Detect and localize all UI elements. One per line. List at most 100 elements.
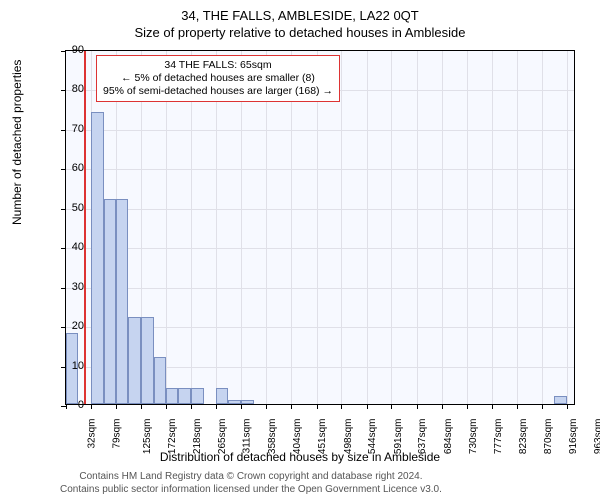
x-tick-label: 870sqm (543, 419, 554, 455)
callout-line1: 34 THE FALLS: 65sqm (103, 59, 333, 72)
footer-line2: Contains public sector information licen… (60, 484, 442, 497)
gridline-v (417, 51, 418, 404)
x-tick-label: 125sqm (142, 419, 153, 455)
gridline-v (341, 51, 342, 404)
gridline-v (492, 51, 493, 404)
page-title: 34, THE FALLS, AMBLESIDE, LA22 0QT (0, 0, 600, 23)
x-tick-label: 79sqm (112, 419, 123, 449)
x-tick-label: 544sqm (368, 419, 379, 455)
x-tick (391, 404, 392, 409)
gridline-v (517, 51, 518, 404)
x-tick-label: 358sqm (267, 419, 278, 455)
histogram-bar (154, 357, 166, 404)
y-tick (61, 327, 66, 328)
x-tick-label: 265sqm (217, 419, 228, 455)
gridline-v (367, 51, 368, 404)
x-tick (241, 404, 242, 409)
plot-surface: 34 THE FALLS: 65sqm← 5% of detached hous… (65, 50, 575, 405)
gridline-v (241, 51, 242, 404)
x-tick-label: 591sqm (393, 419, 404, 455)
y-tick-label: 90 (72, 44, 84, 56)
x-tick (467, 404, 468, 409)
histogram-bar (241, 400, 253, 404)
gridline-v (442, 51, 443, 404)
x-tick (542, 404, 543, 409)
x-tick-label: 916sqm (568, 419, 579, 455)
y-tick-label: 20 (72, 320, 84, 332)
y-tick-label: 10 (72, 360, 84, 372)
y-tick-label: 30 (72, 281, 84, 293)
gridline-v (166, 51, 167, 404)
gridline-v (542, 51, 543, 404)
y-tick (61, 90, 66, 91)
x-tick (417, 404, 418, 409)
x-tick (166, 404, 167, 409)
x-tick (216, 404, 217, 409)
x-tick (567, 404, 568, 409)
y-tick-label: 60 (72, 162, 84, 174)
x-tick-label: 637sqm (418, 419, 429, 455)
x-tick (517, 404, 518, 409)
x-tick (291, 404, 292, 409)
x-tick (141, 404, 142, 409)
x-tick (341, 404, 342, 409)
y-tick (61, 288, 66, 289)
y-tick (61, 169, 66, 170)
histogram-bar (191, 388, 203, 404)
x-tick (116, 404, 117, 409)
gridline-v (191, 51, 192, 404)
x-tick-label: 172sqm (167, 419, 178, 455)
y-tick-label: 80 (72, 83, 84, 95)
x-tick-label: 963sqm (593, 419, 600, 455)
x-tick (442, 404, 443, 409)
gridline-v (391, 51, 392, 404)
x-tick-label: 404sqm (292, 419, 303, 455)
x-tick-label: 218sqm (192, 419, 203, 455)
histogram-bar (91, 112, 103, 404)
x-tick (66, 404, 67, 409)
gridline-v (567, 51, 568, 404)
gridline-v (266, 51, 267, 404)
histogram-bar (216, 388, 228, 404)
x-tick (367, 404, 368, 409)
histogram-bar (166, 388, 178, 404)
y-tick (61, 248, 66, 249)
callout-line2: ← 5% of detached houses are smaller (8) (103, 72, 333, 85)
y-tick-label: 50 (72, 202, 84, 214)
histogram-bar (116, 199, 128, 404)
histogram-bar (141, 317, 153, 404)
page-subtitle: Size of property relative to detached ho… (0, 23, 600, 40)
gridline-v (216, 51, 217, 404)
footer-attribution: Contains HM Land Registry data © Crown c… (60, 471, 442, 496)
chart-area: 34 THE FALLS: 65sqm← 5% of detached hous… (65, 50, 575, 405)
histogram-bar (178, 388, 191, 404)
y-tick (61, 51, 66, 52)
x-tick-label: 684sqm (443, 419, 454, 455)
gridline-v (467, 51, 468, 404)
footer-line1: Contains HM Land Registry data © Crown c… (60, 471, 442, 484)
callout-box: 34 THE FALLS: 65sqm← 5% of detached hous… (96, 55, 340, 102)
y-tick (61, 130, 66, 131)
x-tick (266, 404, 267, 409)
x-tick (91, 404, 92, 409)
y-tick-label: 70 (72, 123, 84, 135)
histogram-bar (228, 400, 241, 404)
callout-line3: 95% of semi-detached houses are larger (… (103, 85, 333, 98)
y-axis-label: Number of detached properties (10, 60, 24, 225)
x-tick-label: 451sqm (317, 419, 328, 455)
histogram-bar (104, 199, 116, 404)
x-tick (191, 404, 192, 409)
gridline-v (317, 51, 318, 404)
y-tick-label: 40 (72, 241, 84, 253)
property-marker-line (84, 51, 86, 404)
x-tick (317, 404, 318, 409)
histogram-bar (554, 396, 566, 404)
gridline-v (291, 51, 292, 404)
y-tick-label: 0 (78, 399, 84, 411)
x-tick-label: 311sqm (241, 419, 252, 454)
x-tick-label: 730sqm (468, 419, 479, 455)
x-tick-label: 777sqm (493, 419, 504, 455)
histogram-bar (128, 317, 141, 404)
x-tick (492, 404, 493, 409)
x-tick-label: 32sqm (87, 419, 98, 449)
